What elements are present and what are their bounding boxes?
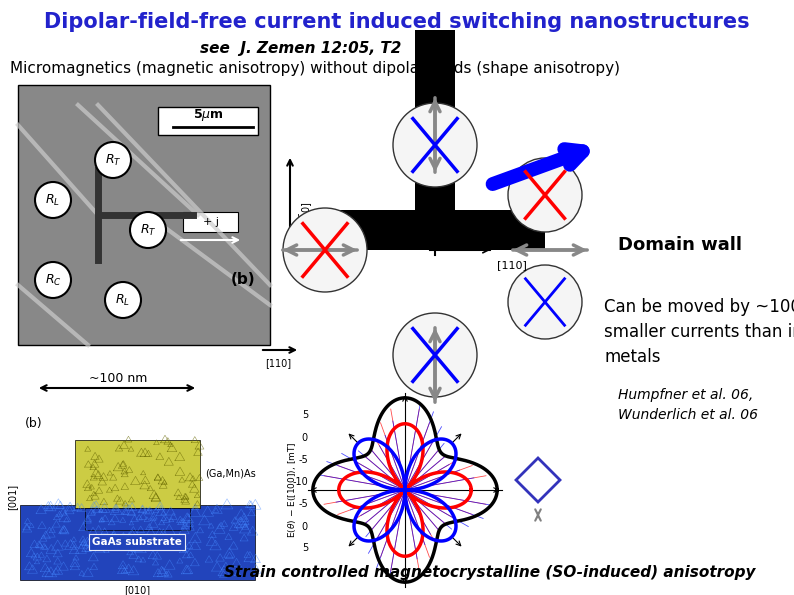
Text: (b): (b) (25, 416, 43, 430)
Circle shape (283, 208, 367, 292)
Text: (Ga,Mn)As: (Ga,Mn)As (205, 469, 256, 479)
Text: Can be moved by ~100x
smaller currents than in
metals: Can be moved by ~100x smaller currents t… (604, 298, 794, 366)
Bar (158, 107, 258, 135)
Text: -5: -5 (299, 499, 308, 509)
Text: 5: 5 (302, 410, 308, 420)
Text: -10: -10 (292, 477, 308, 487)
Circle shape (393, 103, 477, 187)
Text: E($\theta$) $-$ E([100]), [mT]: E($\theta$) $-$ E([100]), [mT] (286, 441, 298, 538)
Text: [010]: [010] (124, 585, 150, 595)
Text: [001]: [001] (7, 484, 17, 510)
Circle shape (35, 182, 71, 218)
Circle shape (130, 212, 166, 248)
Text: $R_L$: $R_L$ (115, 293, 130, 308)
Text: Dipolar-field-free current induced switching nanostructures: Dipolar-field-free current induced switc… (44, 12, 750, 32)
Bar (75, 440, 200, 508)
Text: 0: 0 (302, 433, 308, 443)
Circle shape (393, 313, 477, 397)
Text: $R_L$: $R_L$ (45, 192, 60, 208)
Bar (183, 212, 238, 232)
Text: [110]: [110] (265, 358, 291, 368)
Text: + j: + j (203, 217, 219, 227)
Text: GaAs substrate: GaAs substrate (92, 537, 182, 547)
Text: Humpfner et al. 06,
Wunderlich et al. 06: Humpfner et al. 06, Wunderlich et al. 06 (618, 388, 758, 422)
Text: [$1\bar{1}0$]: [$1\bar{1}0$] (298, 201, 314, 228)
Bar (10, 415, 265, 580)
Text: -5: -5 (299, 455, 308, 465)
Text: $R_C$: $R_C$ (44, 273, 61, 287)
Bar (18, 85, 270, 345)
Text: see  J. Zemen 12:05, T2: see J. Zemen 12:05, T2 (200, 40, 402, 55)
Text: 5$\mu$m: 5$\mu$m (193, 107, 223, 123)
Circle shape (95, 142, 131, 178)
Text: $R_T$: $R_T$ (105, 152, 121, 168)
Polygon shape (516, 458, 560, 502)
Circle shape (508, 158, 582, 232)
Text: 5: 5 (302, 543, 308, 553)
Circle shape (105, 282, 141, 318)
Circle shape (508, 265, 582, 339)
Text: [110]: [110] (497, 260, 527, 270)
Text: $R_T$: $R_T$ (140, 223, 156, 237)
Text: Strain controlled magnetocrystalline (SO-induced) anisotropy: Strain controlled magnetocrystalline (SO… (224, 565, 756, 581)
Text: (b): (b) (231, 273, 256, 287)
Text: [$1\bar{1}0$]: [$1\bar{1}0$] (445, 220, 476, 236)
Bar (325, 210, 545, 250)
Text: 0: 0 (302, 522, 308, 532)
Bar (20, 505, 255, 580)
Text: Micromagnetics (magnetic anisotropy) without dipolar fields (shape anisotropy): Micromagnetics (magnetic anisotropy) wit… (10, 61, 620, 76)
Circle shape (35, 262, 71, 298)
Bar (85, 508, 190, 530)
Bar (415, 30, 455, 250)
Text: ~100 nm: ~100 nm (89, 371, 147, 384)
Text: Domain wall: Domain wall (618, 236, 742, 254)
